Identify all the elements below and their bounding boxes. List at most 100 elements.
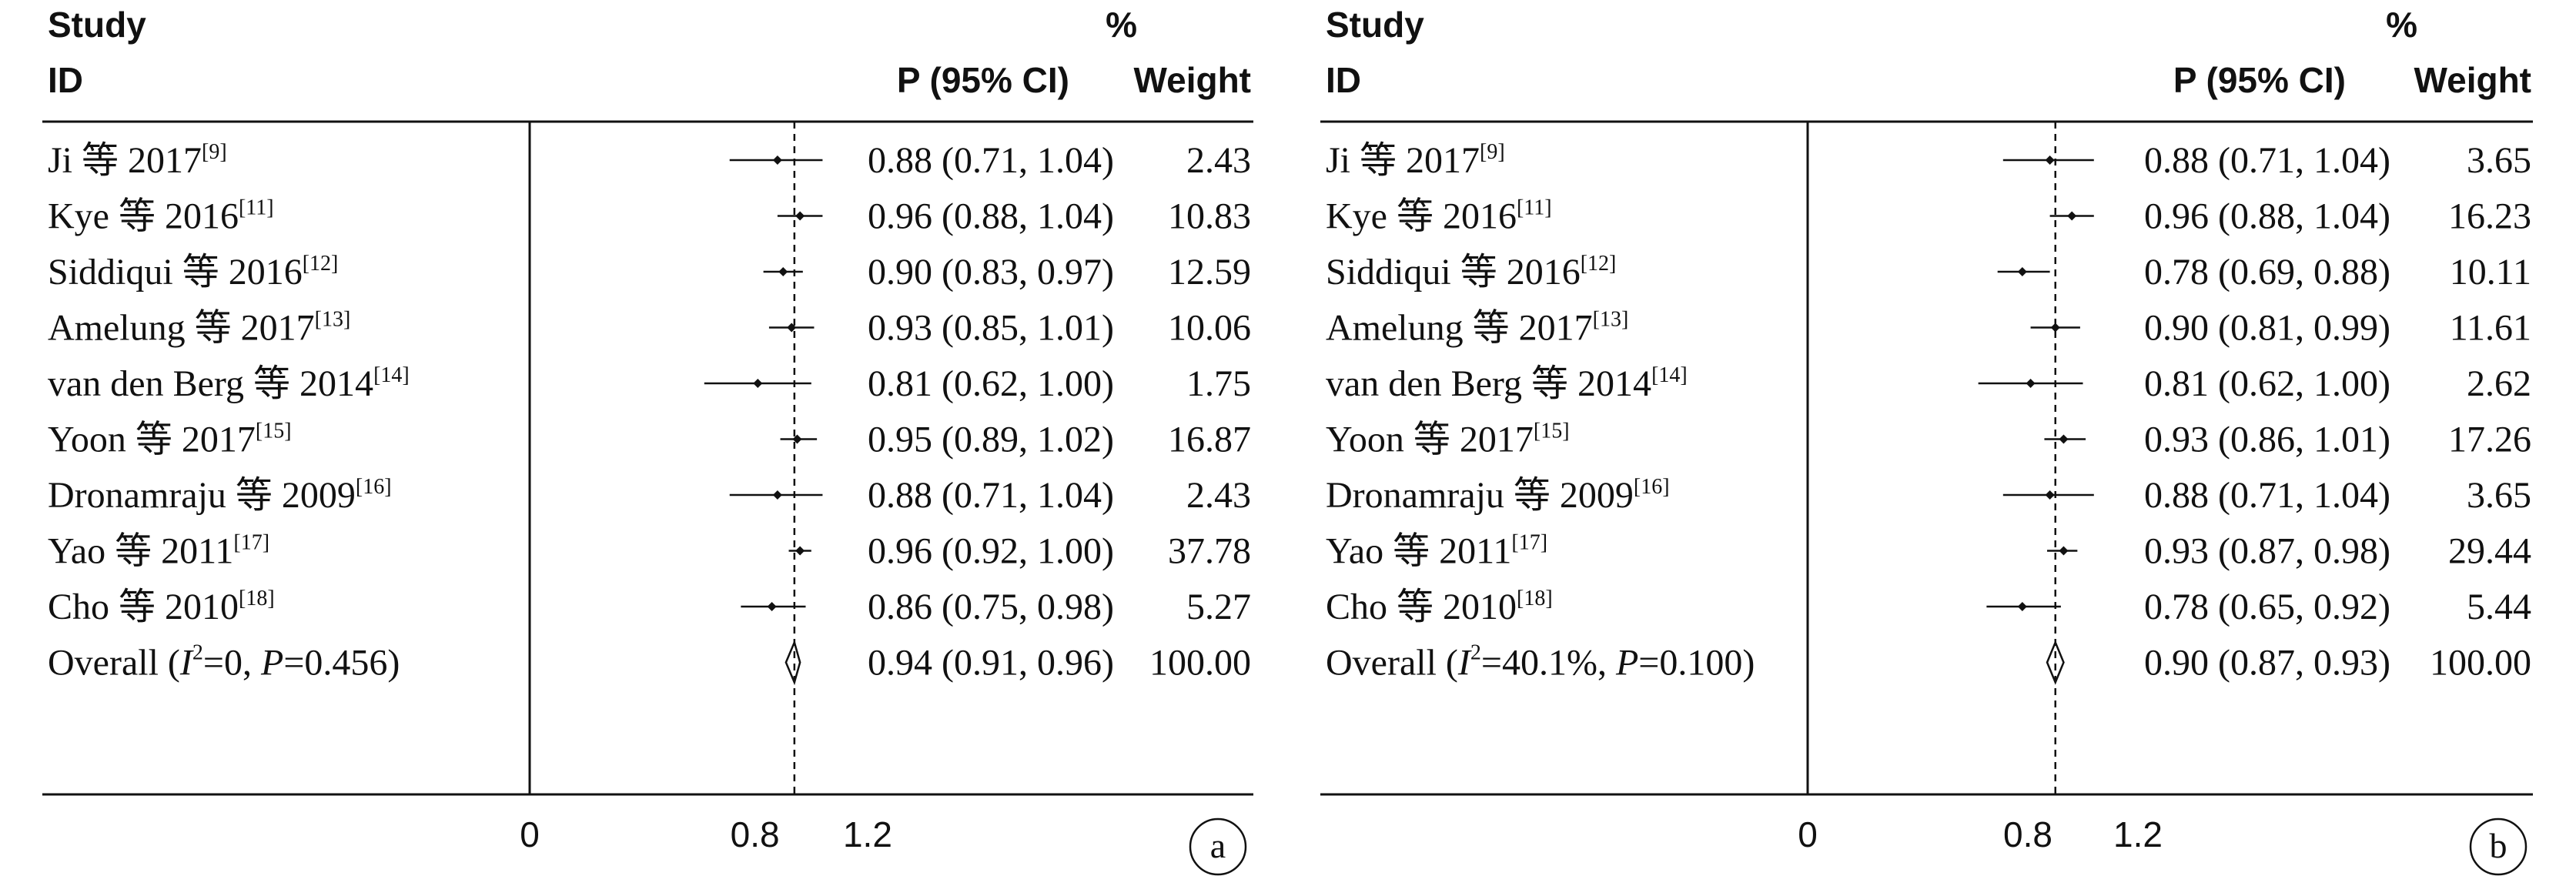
study-reference: [11] (1517, 196, 1552, 220)
study-row: Ji 等 2017[9] 0.88 (0.71, 1.04) 3.65 (1326, 140, 2531, 181)
study-row: Ji 等 2017[9] 0.88 (0.71, 1.04) 2.43 (48, 140, 1251, 181)
overall-row: Overall (I2=40.1%, P=0.100) 0.90 (0.87, 0… (1326, 640, 2531, 685)
study-name: Cho 等 2010[18] (1326, 587, 1553, 627)
panel-label-circle (2469, 817, 2527, 876)
study-reference: [11] (239, 196, 274, 220)
weight-value: 2.43 (1186, 475, 1251, 516)
study-reference: [18] (239, 587, 275, 610)
overall-row: Overall (I2=0, P=0.456) 0.94 (0.91, 0.96)… (48, 639, 1251, 686)
weight-value: 10.83 (1168, 196, 1251, 237)
point-estimate-marker (2059, 434, 2069, 444)
study-reference: [14] (373, 363, 410, 387)
study-name-text: Cho 等 2010 (48, 587, 239, 627)
study-name-text: Yao 等 2011 (1326, 531, 1511, 572)
i2-value: =0, (203, 643, 261, 684)
study-reference: [16] (1634, 475, 1670, 499)
overall-ci-text: 0.90 (0.87, 0.93) (2144, 643, 2390, 684)
study-row: Cho 等 2010[18] 0.86 (0.75, 0.98) 5.27 (48, 587, 1251, 627)
study-reference: [17] (1511, 531, 1547, 555)
study-name-text: Kye 等 2016 (1326, 196, 1517, 237)
header-weight: Weight (1134, 60, 1251, 100)
study-reference: [13] (1593, 308, 1629, 332)
x-tick-label: 0 (520, 814, 540, 854)
point-estimate-marker (792, 434, 802, 444)
weight-value: 1.75 (1186, 363, 1251, 404)
study-row: Kye 等 2016[11] 0.96 (0.88, 1.04) 16.23 (1326, 196, 2531, 237)
ci-text: 0.96 (0.88, 1.04) (2144, 196, 2390, 237)
study-name: Amelung 等 2017[13] (48, 308, 350, 349)
study-row: Kye 等 2016[11] 0.96 (0.88, 1.04) 10.83 (48, 196, 1251, 237)
header-study: Study (1326, 5, 1424, 45)
study-name-text: Siddiqui 等 2016 (1326, 252, 1581, 293)
study-name-text: Yoon 等 2017 (1326, 420, 1534, 460)
study-reference: [15] (256, 420, 292, 443)
study-name: Cho 等 2010[18] (48, 587, 275, 627)
weight-value: 37.78 (1168, 531, 1251, 572)
study-name-text: van den Berg 等 2014 (1326, 363, 1651, 404)
study-name: Kye 等 2016[11] (1326, 196, 1552, 237)
point-estimate-marker (772, 155, 782, 165)
point-estimate-marker (795, 211, 805, 221)
study-name-text: Ji 等 2017 (1326, 140, 1480, 181)
study-row: Siddiqui 等 2016[12] 0.78 (0.69, 0.88) 10.1… (1326, 252, 2531, 293)
study-name: Yao 等 2011[17] (48, 531, 269, 572)
study-row: Yoon 等 2017[15] 0.95 (0.89, 1.02) 16.87 (48, 420, 1251, 460)
study-name: Yoon 等 2017[15] (48, 420, 292, 460)
study-name: Yao 等 2011[17] (1326, 531, 1547, 572)
study-row: Yao 等 2011[17] 0.96 (0.92, 1.00) 37.78 (48, 531, 1251, 572)
header-percent: % (1106, 5, 1137, 45)
study-name: van den Berg 等 2014[14] (48, 363, 410, 404)
x-tick-label: 1.2 (2113, 814, 2163, 854)
study-name: Ji 等 2017[9] (48, 140, 227, 181)
study-row: Yao 等 2011[17] 0.93 (0.87, 0.98) 29.44 (1326, 531, 2531, 572)
point-estimate-marker (772, 490, 782, 500)
study-row: van den Berg 等 2014[14] 0.81 (0.62, 1.00)… (48, 363, 1251, 404)
header-study: Study (48, 5, 146, 45)
point-estimate-marker (2050, 323, 2060, 333)
study-name: Dronamraju 等 2009[16] (1326, 475, 1670, 516)
panel-label-circle (1189, 817, 1247, 876)
study-reference: [16] (356, 475, 392, 499)
panel-label: a (1210, 826, 1226, 865)
weight-value: 16.23 (2448, 196, 2531, 237)
study-reference: [9] (202, 140, 227, 164)
study-row: Siddiqui 等 2016[12] 0.90 (0.83, 0.97) 12.5… (48, 252, 1251, 293)
ci-text: 0.95 (0.89, 1.02) (868, 420, 1114, 460)
weight-value: 12.59 (1168, 252, 1251, 293)
point-estimate-marker (2045, 155, 2055, 165)
study-name: Siddiqui 等 2016[12] (48, 252, 338, 293)
study-row: Amelung 等 2017[13] 0.90 (0.81, 0.99) 11.61 (1326, 308, 2531, 349)
study-row: Amelung 等 2017[13] 0.93 (0.85, 1.01) 10.06 (48, 308, 1251, 349)
point-estimate-marker (778, 267, 788, 276)
study-reference: [12] (303, 252, 339, 276)
study-name-text: Yoon 等 2017 (48, 420, 256, 460)
weight-value: 16.87 (1168, 420, 1251, 460)
ci-text: 0.88 (0.71, 1.04) (2144, 140, 2390, 181)
overall-weight: 100.00 (1149, 643, 1251, 684)
header-estimate: P (95% CI) (2173, 60, 2346, 100)
study-reference: [17] (233, 531, 269, 555)
overall-prefix: Overall ( (48, 643, 180, 684)
ci-text: 0.88 (0.71, 1.04) (868, 475, 1114, 516)
weight-value: 10.11 (2450, 252, 2531, 293)
study-name: Siddiqui 等 2016[12] (1326, 252, 1616, 293)
ci-text: 0.90 (0.83, 0.97) (868, 252, 1114, 293)
point-estimate-marker (2059, 546, 2069, 556)
weight-value: 3.65 (2467, 140, 2531, 181)
study-reference: [18] (1517, 587, 1553, 610)
weight-value: 2.43 (1186, 140, 1251, 181)
x-tick-label: 0.8 (731, 814, 780, 854)
overall-ci-text: 0.94 (0.91, 0.96) (868, 643, 1114, 684)
overall-prefix: Overall ( (1326, 643, 1458, 684)
forest-panel-b: Study ID% P (95% CI) Weight 0 0.8 1.2 Ji 等 2017… (1320, 5, 2533, 876)
x-tick-label: 0 (1798, 814, 1818, 854)
study-name-text: Amelung 等 2017 (1326, 308, 1593, 349)
point-estimate-marker (2026, 379, 2036, 388)
ci-text: 0.88 (0.71, 1.04) (868, 140, 1114, 181)
study-name: Ji 等 2017[9] (1326, 140, 1505, 181)
point-estimate-marker (787, 323, 797, 333)
weight-value: 10.06 (1168, 308, 1251, 349)
header-estimate: P (95% CI) (897, 60, 1069, 100)
p-value: =0.456) (283, 643, 400, 684)
